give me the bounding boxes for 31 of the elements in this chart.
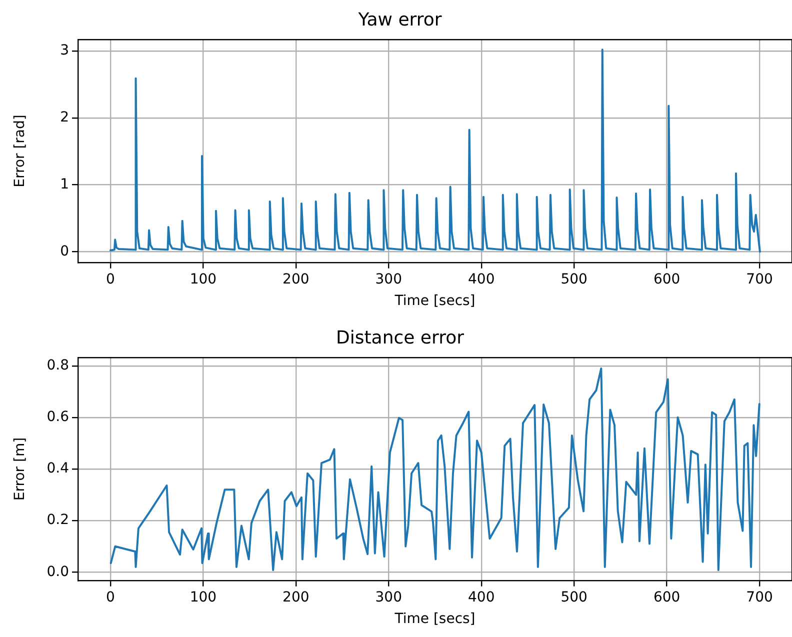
x-axis-title: Time [secs] xyxy=(394,611,476,628)
x-tick-label: 400 xyxy=(468,589,495,606)
x-tick-label: 200 xyxy=(282,271,310,288)
y-tick-label: 2 xyxy=(60,110,69,126)
y-tick-label: 1 xyxy=(60,176,69,192)
x-tick-label: 100 xyxy=(190,271,217,288)
x-tick-label: 0 xyxy=(106,589,115,606)
y-tick-label: 0.2 xyxy=(46,512,69,528)
y-axis-title: Error [rad] xyxy=(12,114,28,188)
x-axis-title: Time [secs] xyxy=(394,293,476,310)
x-tick-label: 0 xyxy=(106,271,115,288)
x-tick-label: 400 xyxy=(468,271,495,288)
x-tick-label: 500 xyxy=(560,271,588,288)
y-tick-label: 0.6 xyxy=(46,409,70,426)
x-tick-label: 300 xyxy=(375,271,402,288)
y-tick-label: 0.0 xyxy=(46,564,69,580)
x-tick-label: 700 xyxy=(746,589,773,606)
y-axis-title: Error [m] xyxy=(12,437,28,501)
x-tick-label: 700 xyxy=(746,271,773,288)
x-tick-label: 600 xyxy=(653,589,680,606)
chart-title: Yaw error xyxy=(357,9,442,30)
x-tick-label: 500 xyxy=(560,589,588,606)
y-tick-label: 0 xyxy=(60,243,69,260)
y-tick-label: 0.8 xyxy=(46,357,69,374)
x-tick-label: 200 xyxy=(282,589,310,606)
y-tick-label: 0.4 xyxy=(46,460,70,477)
chart-title: Distance error xyxy=(336,327,465,348)
x-tick-label: 600 xyxy=(653,271,680,288)
x-tick-label: 100 xyxy=(190,589,217,606)
x-tick-label: 300 xyxy=(375,589,402,606)
y-tick-label: 3 xyxy=(60,42,69,59)
